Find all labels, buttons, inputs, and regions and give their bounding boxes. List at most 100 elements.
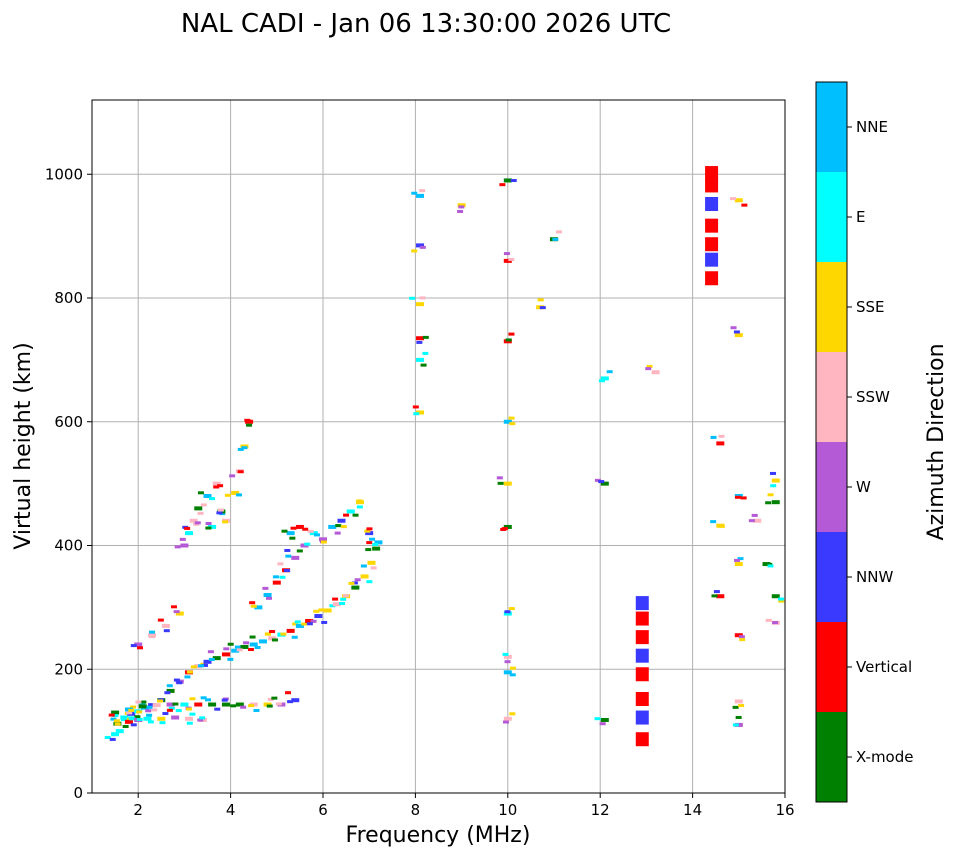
data-point (111, 732, 120, 737)
data-point (508, 257, 515, 261)
data-point (765, 618, 772, 622)
data-point (769, 471, 776, 475)
data-point (416, 357, 425, 362)
data-point (510, 179, 517, 183)
data-point (509, 673, 516, 677)
data-point (372, 546, 381, 551)
data-point (738, 704, 745, 708)
y-axis-ticks: 0 200 400 600 800 1000 (45, 165, 92, 802)
data-point (201, 663, 208, 667)
data-point (740, 496, 747, 500)
data-point (705, 271, 719, 286)
data-point (730, 326, 737, 330)
data-point (291, 698, 300, 703)
data-point (130, 644, 137, 648)
data-point (204, 698, 211, 702)
data-point (189, 697, 196, 701)
data-point (457, 209, 464, 213)
data-point (126, 711, 133, 715)
data-point (258, 639, 267, 644)
data-point (645, 367, 652, 371)
data-point (409, 296, 416, 300)
data-point (503, 670, 512, 675)
data-point (286, 531, 295, 536)
data-point (710, 435, 717, 439)
data-point (738, 635, 745, 639)
data-point (143, 716, 152, 721)
data-point (237, 447, 244, 451)
data-point (250, 604, 257, 608)
data-point (159, 721, 166, 725)
colorbar-segment (816, 82, 847, 172)
data-point (295, 524, 304, 529)
data-point (221, 698, 228, 702)
data-point (146, 713, 153, 717)
y-tick-label: 400 (54, 537, 83, 555)
colorbar-segment (816, 262, 847, 352)
data-point (134, 715, 141, 719)
colorbar-segment (816, 442, 847, 532)
data-point (271, 696, 278, 700)
data-point (718, 524, 725, 528)
data-point (247, 648, 254, 652)
data-point (146, 705, 153, 709)
data-point (320, 540, 327, 544)
data-point (176, 681, 183, 685)
data-point (163, 629, 170, 633)
colorbar-tick-label: SSE (856, 298, 885, 316)
data-point (351, 581, 358, 585)
data-point (128, 708, 135, 712)
data-point (340, 597, 347, 601)
data-point (186, 670, 193, 674)
data-point (332, 602, 341, 607)
data-point (329, 604, 336, 608)
data-marks (104, 166, 785, 747)
data-point (772, 621, 779, 625)
data-point (231, 490, 240, 495)
data-point (599, 722, 606, 726)
data-point (635, 596, 649, 611)
data-point (366, 527, 373, 531)
data-point (284, 548, 291, 552)
data-point (129, 717, 136, 721)
data-point (372, 542, 379, 546)
data-point (149, 635, 156, 639)
data-point (114, 722, 121, 726)
data-point (503, 654, 512, 659)
data-point (280, 632, 287, 636)
data-point (496, 476, 503, 480)
data-point (168, 706, 175, 710)
data-point (284, 569, 291, 573)
data-point (366, 580, 373, 584)
data-point (286, 628, 295, 633)
data-point (416, 410, 425, 415)
y-axis-label: Virtual height (km) (11, 342, 36, 549)
data-point (509, 422, 516, 426)
data-point (354, 578, 361, 582)
data-point (771, 594, 780, 599)
data-point (321, 620, 328, 624)
data-point (249, 642, 258, 647)
data-point (137, 646, 144, 650)
data-point (222, 520, 229, 524)
data-point (716, 594, 725, 599)
data-point (343, 513, 350, 517)
data-point (365, 548, 372, 552)
data-point (166, 708, 173, 712)
colorbar-tick-label: E (856, 208, 865, 226)
data-point (313, 609, 320, 613)
data-point (235, 702, 244, 707)
data-point (422, 335, 429, 339)
data-point (164, 691, 171, 695)
data-point (135, 700, 142, 704)
data-point (310, 619, 317, 623)
colorbar-segment (816, 712, 847, 802)
x-tick-label: 2 (133, 801, 143, 819)
colorbar-segment (816, 352, 847, 442)
data-point (223, 647, 230, 651)
data-point (277, 562, 284, 566)
data-point (503, 611, 512, 616)
y-tick-label: 200 (54, 660, 83, 678)
data-point (184, 526, 191, 530)
data-point (374, 540, 383, 545)
